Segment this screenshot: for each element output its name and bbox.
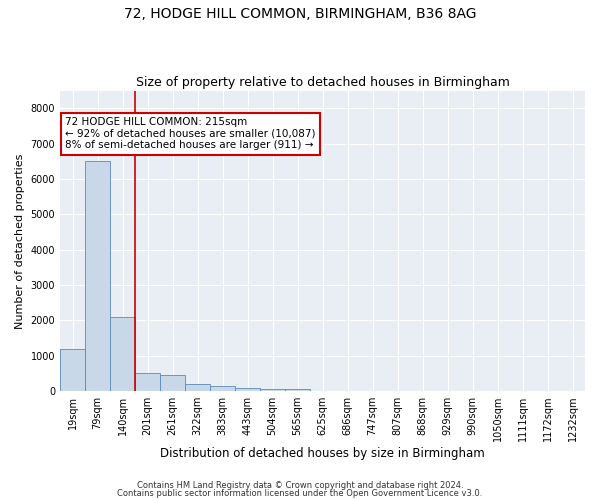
Bar [235,388,260,391]
Text: Contains HM Land Registry data © Crown copyright and database right 2024.: Contains HM Land Registry data © Crown c… [137,480,463,490]
Bar [85,162,110,391]
Bar [135,374,160,391]
Bar [210,386,235,391]
X-axis label: Distribution of detached houses by size in Birmingham: Distribution of detached houses by size … [160,447,485,460]
Y-axis label: Number of detached properties: Number of detached properties [15,153,25,328]
Bar [60,348,85,391]
Bar [160,375,185,391]
Title: Size of property relative to detached houses in Birmingham: Size of property relative to detached ho… [136,76,509,90]
Text: 72 HODGE HILL COMMON: 215sqm
← 92% of detached houses are smaller (10,087)
8% of: 72 HODGE HILL COMMON: 215sqm ← 92% of de… [65,117,316,150]
Bar [285,389,310,391]
Bar [185,384,210,391]
Text: 72, HODGE HILL COMMON, BIRMINGHAM, B36 8AG: 72, HODGE HILL COMMON, BIRMINGHAM, B36 8… [124,8,476,22]
Bar [260,389,285,391]
Text: Contains public sector information licensed under the Open Government Licence v3: Contains public sector information licen… [118,489,482,498]
Bar [110,317,135,391]
